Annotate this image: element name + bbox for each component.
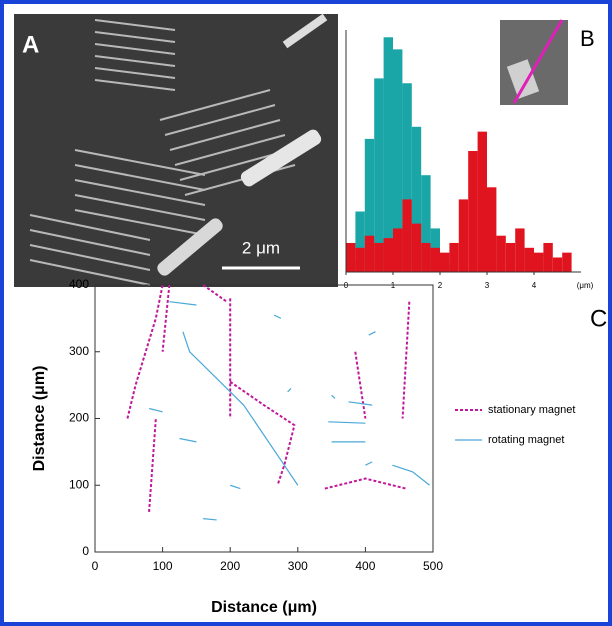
inset-image bbox=[500, 19, 568, 105]
legend-label: stationary magnet bbox=[488, 404, 575, 416]
bar bbox=[449, 242, 459, 272]
y-tick-label: 0 bbox=[82, 544, 89, 558]
y-axis-label: Distance (μm) bbox=[31, 366, 48, 472]
bar bbox=[355, 247, 365, 272]
bar bbox=[543, 242, 553, 272]
bar bbox=[383, 238, 393, 272]
x-tick-label: 4 bbox=[532, 281, 537, 290]
panel-label: B bbox=[580, 26, 595, 51]
sem-image: 2 μm A bbox=[14, 13, 338, 287]
y-tick-label: 400 bbox=[69, 277, 89, 291]
bar bbox=[440, 252, 450, 272]
bar bbox=[421, 242, 431, 272]
bar bbox=[552, 257, 563, 272]
bar bbox=[458, 199, 469, 272]
bar bbox=[524, 247, 534, 272]
x-tick-label: 1 bbox=[391, 281, 396, 290]
bar bbox=[430, 247, 440, 272]
x-axis-label: (μm) bbox=[577, 281, 594, 290]
x-tick-label: 0 bbox=[92, 559, 99, 573]
bar bbox=[534, 252, 544, 272]
x-tick-label: 500 bbox=[423, 559, 443, 573]
bar bbox=[411, 223, 422, 272]
scale-bar-label: 2 μm bbox=[242, 238, 280, 257]
trajectory bbox=[126, 284, 411, 513]
x-tick-label: 100 bbox=[153, 559, 173, 573]
x-axis-label: Distance (μm) bbox=[211, 599, 317, 616]
bar bbox=[364, 138, 375, 272]
y-tick-label: 300 bbox=[69, 344, 89, 358]
bar bbox=[562, 252, 572, 272]
bar bbox=[496, 235, 506, 272]
x-tick-label: 3 bbox=[485, 281, 490, 290]
bar bbox=[421, 175, 431, 272]
bar bbox=[505, 242, 516, 272]
panel-label: A bbox=[22, 31, 39, 58]
bar bbox=[468, 151, 478, 272]
x-tick-label: 200 bbox=[220, 559, 240, 573]
bar bbox=[393, 49, 403, 272]
y-tick-label: 200 bbox=[69, 411, 89, 425]
bar bbox=[355, 211, 365, 272]
legend-label: rotating magnet bbox=[488, 434, 564, 446]
x-tick-label: 0 bbox=[344, 281, 349, 290]
bar bbox=[364, 235, 375, 272]
bar bbox=[515, 228, 525, 272]
bar bbox=[402, 83, 412, 273]
chart-b: 0 1 2 3 4 (μm) bbox=[344, 30, 594, 290]
bar bbox=[477, 131, 487, 272]
bar bbox=[383, 37, 393, 273]
x-tick-label: 400 bbox=[355, 559, 375, 573]
trajectory bbox=[148, 301, 430, 521]
bar bbox=[393, 228, 403, 272]
bar bbox=[402, 199, 412, 272]
panel-label: C bbox=[590, 305, 607, 332]
chart-c: 0 100 200 300 400 500 0 100 200 300 400 Distance (μ… bbox=[31, 277, 575, 616]
y-tick-label: 100 bbox=[69, 477, 89, 491]
bar bbox=[487, 187, 497, 272]
bar bbox=[374, 242, 384, 272]
bar bbox=[346, 242, 356, 272]
bar bbox=[411, 126, 422, 272]
x-tick-label: 2 bbox=[438, 281, 443, 290]
x-tick-label: 300 bbox=[288, 559, 308, 573]
bar bbox=[374, 78, 384, 273]
